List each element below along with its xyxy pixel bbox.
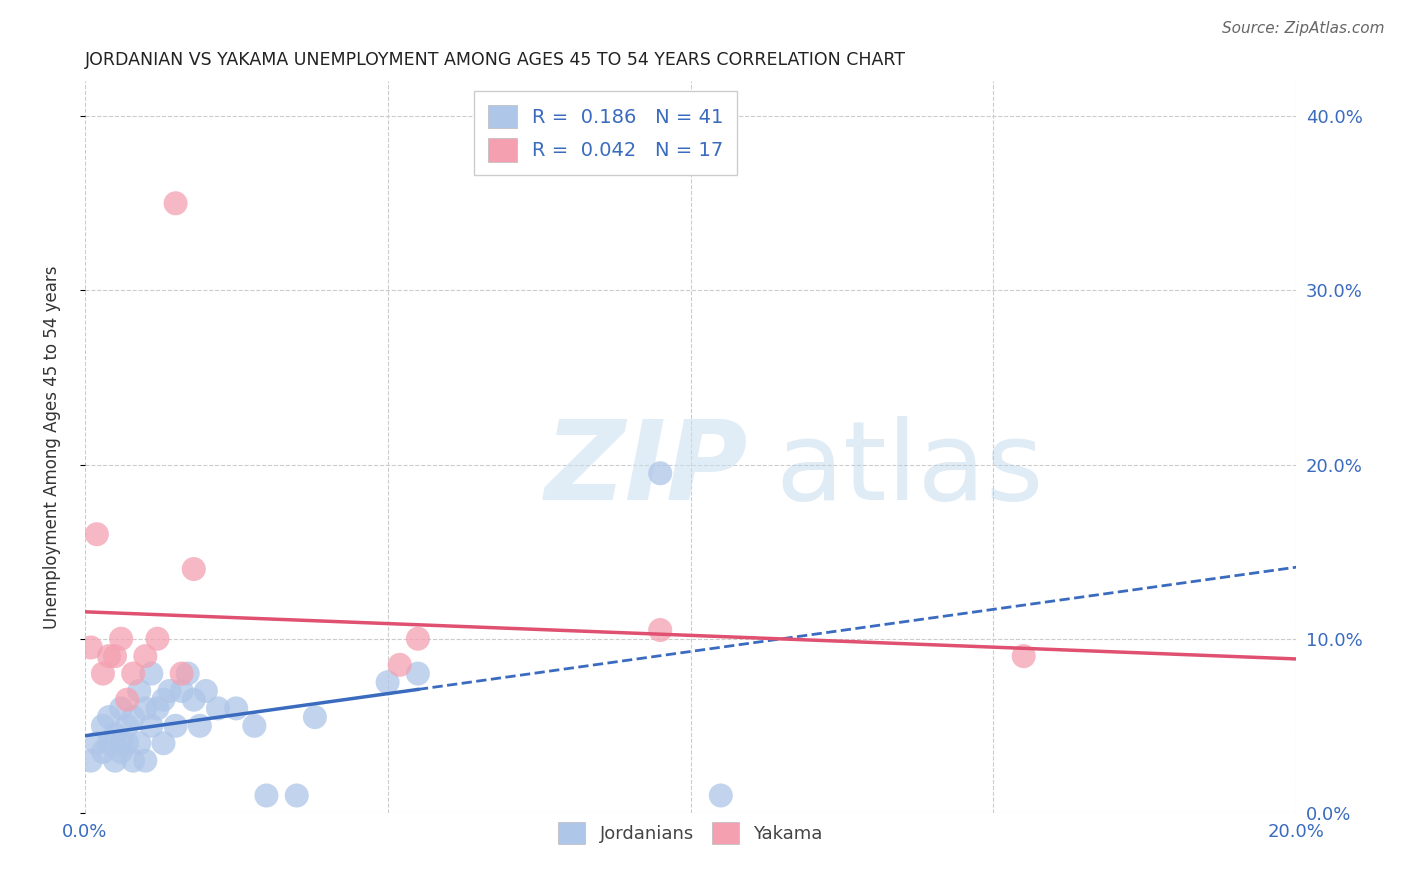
Text: atlas: atlas bbox=[775, 416, 1043, 523]
Point bbox=[710, 789, 733, 803]
Legend: R =  0.186   N = 41, R =  0.042   N = 17: R = 0.186 N = 41, R = 0.042 N = 17 bbox=[474, 91, 737, 176]
Point bbox=[650, 623, 672, 637]
Point bbox=[122, 666, 145, 681]
Point bbox=[122, 710, 145, 724]
Point bbox=[128, 736, 150, 750]
Point bbox=[406, 632, 429, 646]
Point bbox=[97, 649, 120, 664]
Point bbox=[183, 562, 205, 576]
Point bbox=[110, 701, 132, 715]
Point bbox=[104, 649, 127, 664]
Text: JORDANIAN VS YAKAMA UNEMPLOYMENT AMONG AGES 45 TO 54 YEARS CORRELATION CHART: JORDANIAN VS YAKAMA UNEMPLOYMENT AMONG A… bbox=[84, 51, 905, 69]
Point bbox=[86, 527, 108, 541]
Point bbox=[134, 701, 156, 715]
Point bbox=[134, 754, 156, 768]
Point bbox=[110, 736, 132, 750]
Text: ZIP: ZIP bbox=[546, 416, 748, 523]
Point bbox=[207, 701, 229, 715]
Point bbox=[177, 666, 200, 681]
Point bbox=[115, 719, 138, 733]
Text: Source: ZipAtlas.com: Source: ZipAtlas.com bbox=[1222, 21, 1385, 36]
Point bbox=[146, 701, 169, 715]
Point bbox=[80, 640, 103, 655]
Y-axis label: Unemployment Among Ages 45 to 54 years: Unemployment Among Ages 45 to 54 years bbox=[44, 266, 60, 629]
Point bbox=[141, 666, 163, 681]
Point bbox=[285, 789, 308, 803]
Point bbox=[146, 632, 169, 646]
Point bbox=[1012, 649, 1035, 664]
Point bbox=[159, 684, 181, 698]
Point bbox=[104, 727, 127, 741]
Point bbox=[97, 736, 120, 750]
Point bbox=[188, 719, 211, 733]
Point bbox=[97, 710, 120, 724]
Point bbox=[225, 701, 247, 715]
Point bbox=[128, 684, 150, 698]
Point bbox=[115, 736, 138, 750]
Point bbox=[377, 675, 399, 690]
Point bbox=[183, 692, 205, 706]
Point bbox=[91, 666, 114, 681]
Point bbox=[194, 684, 217, 698]
Point bbox=[134, 649, 156, 664]
Point bbox=[91, 719, 114, 733]
Point bbox=[141, 719, 163, 733]
Point bbox=[170, 666, 193, 681]
Point bbox=[110, 632, 132, 646]
Point bbox=[115, 692, 138, 706]
Point bbox=[406, 666, 429, 681]
Point bbox=[91, 745, 114, 759]
Point bbox=[165, 719, 187, 733]
Point bbox=[243, 719, 266, 733]
Point bbox=[104, 754, 127, 768]
Point bbox=[170, 684, 193, 698]
Point bbox=[165, 196, 187, 211]
Point bbox=[304, 710, 326, 724]
Point bbox=[256, 789, 278, 803]
Point bbox=[80, 754, 103, 768]
Point bbox=[650, 467, 672, 481]
Point bbox=[388, 657, 411, 672]
Point bbox=[152, 692, 174, 706]
Point bbox=[122, 754, 145, 768]
Point bbox=[110, 745, 132, 759]
Point bbox=[152, 736, 174, 750]
Point bbox=[86, 736, 108, 750]
